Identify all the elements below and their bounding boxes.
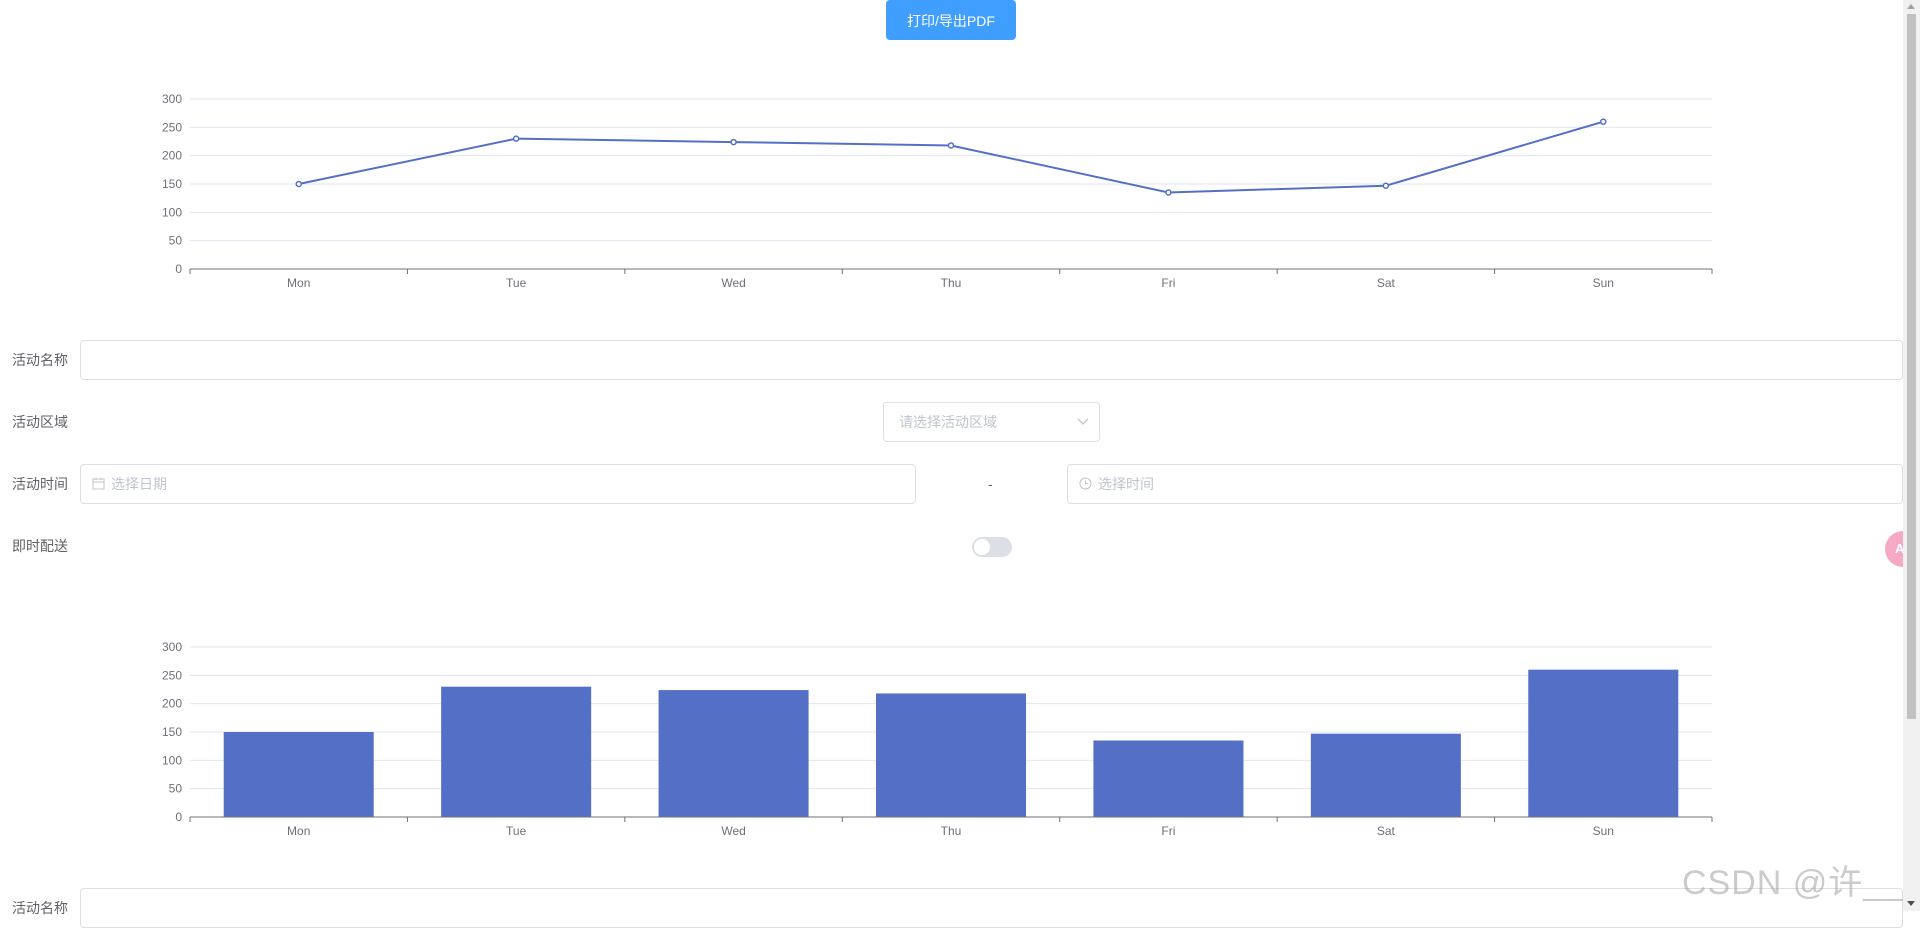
date-time-separator: - bbox=[988, 476, 993, 492]
line-point[interactable] bbox=[1165, 189, 1172, 196]
x-tick-label: Sun bbox=[1593, 276, 1614, 290]
line-point[interactable] bbox=[947, 142, 955, 149]
instant-delivery-label: 即时配送 bbox=[12, 538, 68, 554]
print-export-pdf-button[interactable]: 打印/导出PDF bbox=[886, 0, 1016, 40]
y-tick-label: 250 bbox=[162, 668, 182, 682]
date-picker-placeholder: 选择日期 bbox=[111, 476, 167, 492]
x-tick-label: Sun bbox=[1593, 824, 1614, 838]
y-tick-label: 150 bbox=[162, 725, 182, 739]
x-tick-label: Wed bbox=[721, 276, 745, 290]
x-tick-label: Sat bbox=[1377, 276, 1396, 290]
watermark: CSDN @许____ bbox=[1682, 864, 1920, 902]
calendar-icon bbox=[92, 477, 105, 490]
line-point[interactable] bbox=[295, 180, 302, 188]
bar[interactable] bbox=[441, 686, 592, 817]
bar[interactable] bbox=[1310, 733, 1461, 817]
activity-name-input[interactable] bbox=[80, 340, 1903, 380]
y-tick-label: 250 bbox=[162, 120, 182, 134]
x-tick-label: Mon bbox=[287, 276, 310, 290]
date-picker-input[interactable]: 选择日期 bbox=[80, 464, 916, 504]
activity-name-input-2[interactable] bbox=[80, 888, 1903, 928]
scrollbar-thumb[interactable] bbox=[1907, 14, 1916, 719]
x-tick-label: Thu bbox=[941, 276, 962, 290]
time-picker-input[interactable]: 选择时间 bbox=[1067, 464, 1903, 504]
bar-chart: 0 50 100 150 200 250 300 Mon Tue Wed Thu Fri Sat Sun bbox=[162, 640, 1713, 838]
y-tick-label: 150 bbox=[162, 177, 182, 191]
y-tick-label: 100 bbox=[162, 753, 182, 767]
switch-knob bbox=[974, 539, 990, 555]
activity-region-placeholder: 请选择活动区域 bbox=[899, 414, 997, 430]
activity-region-select[interactable]: 请选择活动区域 bbox=[883, 402, 1100, 442]
y-tick-label: 0 bbox=[175, 810, 182, 824]
line-chart: 0 50 100 150 200 250 300 Mon Tue Wed Thu Fri Sat Sun bbox=[162, 92, 1713, 290]
instant-delivery-switch[interactable] bbox=[972, 537, 1012, 557]
x-tick-label: Fri bbox=[1161, 824, 1175, 838]
y-tick-label: 200 bbox=[162, 149, 182, 163]
y-tick-label: 50 bbox=[169, 234, 183, 248]
line-point[interactable] bbox=[512, 135, 520, 142]
y-tick-label: 100 bbox=[162, 205, 182, 219]
time-picker-placeholder: 选择时间 bbox=[1098, 476, 1154, 492]
bar[interactable] bbox=[658, 690, 809, 817]
y-tick-label: 300 bbox=[162, 92, 182, 106]
scroll-down-arrow[interactable] bbox=[1907, 901, 1915, 906]
x-tick-label: Sat bbox=[1377, 824, 1396, 838]
y-tick-label: 300 bbox=[162, 640, 182, 654]
scroll-up-arrow[interactable] bbox=[1907, 4, 1915, 9]
y-tick-label: 50 bbox=[169, 782, 183, 796]
y-tick-label: 0 bbox=[175, 262, 182, 276]
activity-time-label: 活动时间 bbox=[12, 476, 68, 492]
clock-icon bbox=[1079, 477, 1092, 490]
activity-region-label: 活动区域 bbox=[12, 414, 68, 430]
bar[interactable] bbox=[1528, 669, 1679, 817]
line-point[interactable] bbox=[730, 138, 737, 146]
x-tick-label: Fri bbox=[1161, 276, 1175, 290]
line-point[interactable] bbox=[1600, 118, 1607, 125]
chevron-down-icon bbox=[1077, 418, 1089, 425]
activity-name-label-2: 活动名称 bbox=[12, 900, 68, 916]
x-tick-label: Tue bbox=[506, 824, 527, 838]
line-point[interactable] bbox=[1382, 182, 1390, 189]
bar[interactable] bbox=[1093, 740, 1244, 818]
x-tick-label: Wed bbox=[721, 824, 745, 838]
bar[interactable] bbox=[223, 732, 374, 817]
vertical-scrollbar[interactable] bbox=[1903, 0, 1920, 911]
bar[interactable] bbox=[875, 693, 1027, 817]
x-tick-label: Thu bbox=[941, 824, 962, 838]
y-tick-label: 200 bbox=[162, 697, 182, 711]
x-tick-label: Mon bbox=[287, 824, 310, 838]
activity-name-label: 活动名称 bbox=[12, 352, 68, 368]
x-tick-label: Tue bbox=[506, 276, 527, 290]
line-series bbox=[298, 120, 1604, 194]
